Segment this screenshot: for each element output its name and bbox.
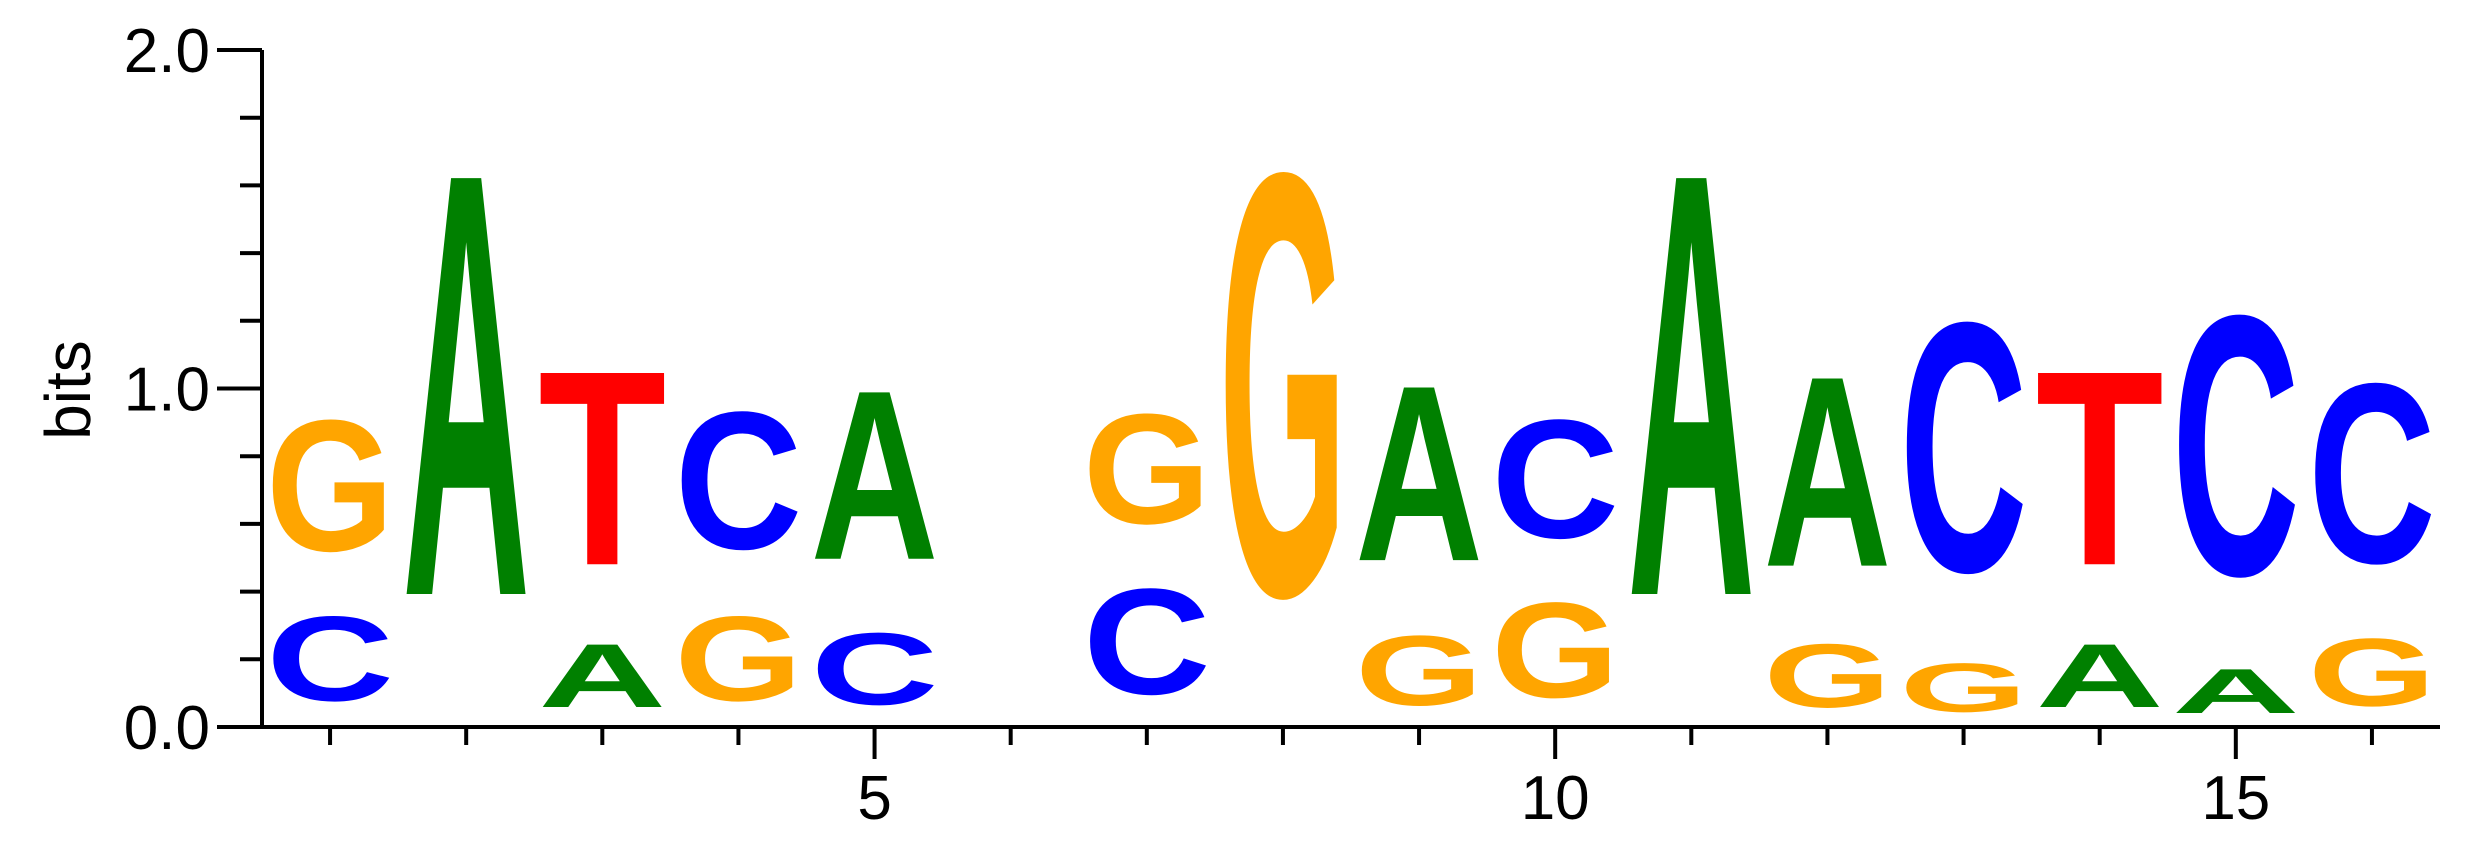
- logo-letter-A-pos-11: A: [1627, 48, 1755, 722]
- logo-letter-C-pos-13: C: [1900, 248, 2028, 647]
- logo-letter-A-pos-9: A: [1355, 334, 1483, 615]
- logo-letter-G-pos-8: G: [1219, 47, 1347, 722]
- logo-letter-G-pos-4: G: [674, 591, 802, 727]
- logo-letter-C-pos-7: C: [1083, 557, 1211, 726]
- logo-letter-T-pos-14: T: [2036, 314, 2164, 625]
- logo-letter-G-pos-12: G: [1763, 626, 1891, 727]
- logo-letter-G-pos-13: G: [1900, 649, 2028, 727]
- axes-layer: 0.0 1.0 2.0 5 10 15: [124, 17, 2440, 833]
- y-tick-label: 1.0: [124, 356, 210, 425]
- logo-letter-A-pos-15: A: [2172, 656, 2300, 727]
- logo-letter-A-pos-12: A: [1763, 319, 1891, 624]
- logo-letter-C-pos-4: C: [674, 371, 802, 590]
- logo-letter-G-pos-9: G: [1355, 615, 1483, 726]
- logo-letter-G-pos-16: G: [2308, 618, 2436, 726]
- logo-letter-C-pos-10: C: [1491, 384, 1619, 573]
- y-axis-label: bits: [32, 340, 104, 440]
- x-tick-label: 15: [2201, 764, 2270, 833]
- logo-letter-A-pos-5: A: [811, 340, 939, 610]
- logo-letter-A-pos-14: A: [2036, 625, 2164, 726]
- logo-letter-C-pos-16: C: [2308, 329, 2436, 617]
- logo-letter-A-pos-2: A: [402, 48, 530, 722]
- x-tick-label: 10: [1521, 764, 1590, 833]
- logo-letter-T-pos-3: T: [538, 314, 666, 625]
- logo-letter-C-pos-5: C: [811, 611, 939, 726]
- x-tick-label: 5: [857, 764, 891, 833]
- logo-letter-G-pos-10: G: [1491, 574, 1619, 726]
- logo-letter-C-pos-1: C: [266, 592, 394, 727]
- logo-letter-A-pos-3: A: [538, 625, 666, 726]
- y-tick-label: 0.0: [124, 694, 210, 763]
- logo-letter-G-pos-7: G: [1083, 382, 1211, 558]
- logo-letter-C-pos-15: C: [2172, 237, 2300, 653]
- logo-letter-G-pos-1: G: [266, 381, 394, 590]
- y-tick-label: 2.0: [124, 17, 210, 86]
